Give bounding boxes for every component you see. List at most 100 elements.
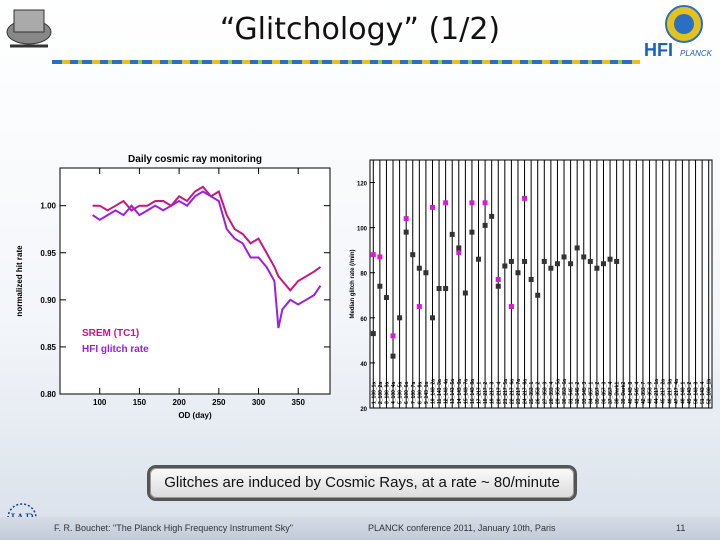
slide-title: “Glitchology” (1/2)	[219, 12, 501, 47]
category-label: 50_143_3	[694, 382, 700, 404]
category-label: 46_217_3a	[667, 379, 673, 404]
category-label: 12_143_4a	[444, 379, 450, 404]
x-tick-label: 300	[252, 398, 266, 407]
category-label: 30_353_6a	[562, 379, 568, 404]
data-point-2	[495, 283, 501, 289]
footer-conference: PLANCK conference 2011, January 10th, Pa…	[368, 523, 556, 533]
footer-author: F. R. Bouchet: "The Planck High Frequenc…	[54, 523, 293, 533]
y-tick-label: 0.80	[40, 390, 56, 399]
data-point-2	[482, 222, 488, 228]
data-point-2	[568, 261, 574, 267]
series-line-2	[92, 190, 322, 329]
y-tick-label: 40	[360, 362, 367, 368]
category-label: 16_143_8a	[470, 379, 476, 404]
data-point-1	[370, 252, 376, 258]
x-tick-label: 200	[172, 398, 186, 407]
data-point-1	[456, 249, 462, 255]
y-tick-label: 100	[357, 227, 368, 233]
category-label: 39_Dark2	[621, 382, 627, 404]
x-tick-label: 350	[292, 398, 306, 407]
data-point-2	[541, 258, 547, 264]
y-tick-label: 60	[360, 317, 367, 323]
data-point-2	[397, 315, 403, 321]
category-label: 36_857_3	[601, 382, 607, 404]
category-label: 33_545_3	[582, 382, 588, 404]
page-number: 11	[676, 523, 686, 533]
category-label: 8_100_8a	[417, 382, 423, 404]
category-label: 45_217_2a	[661, 379, 667, 404]
category-label: 51_143_4	[700, 382, 706, 404]
data-point-2	[522, 258, 528, 264]
data-point-2	[581, 254, 587, 260]
data-point-2	[594, 265, 600, 271]
y-axis-label: normalized hit rate	[15, 245, 24, 317]
category-label: 49_143_2	[687, 382, 693, 404]
data-point-2	[607, 256, 613, 262]
category-label: 19_217_3	[490, 382, 496, 404]
category-label: 18_217_2	[483, 382, 489, 404]
category-label: 23_217_7a	[516, 379, 522, 404]
category-label: 34_857_1	[588, 382, 594, 404]
data-point-2	[449, 231, 455, 237]
category-label: 52_100_1b	[707, 379, 713, 404]
category-label: 31_545_1	[569, 382, 575, 404]
category-label: 29_353_5a	[555, 379, 561, 404]
category-label: 27_353_3	[542, 382, 548, 404]
data-point-2	[600, 261, 606, 267]
category-label: 37_857_4	[608, 382, 614, 404]
category-label: 6_100_6a	[404, 382, 410, 404]
y-tick-label: 0.90	[40, 296, 56, 305]
category-label: 1_100_1a	[371, 382, 377, 404]
data-point-2	[469, 229, 475, 235]
data-point-2	[423, 270, 429, 276]
category-label: 9_143_1a	[424, 382, 430, 404]
data-point-1	[469, 200, 475, 206]
data-point-2	[561, 254, 567, 260]
category-label: 43_353_8	[648, 382, 654, 404]
legend-entry-1: SREM (TC1)	[82, 328, 139, 339]
logo-text: HFI	[644, 40, 673, 60]
category-label: 41_545_4	[634, 382, 640, 404]
category-label: 44_217_1a	[654, 379, 660, 404]
data-point-2	[587, 258, 593, 264]
data-point-1	[416, 304, 422, 310]
y-tick-label: 80	[360, 272, 367, 278]
category-label: 38_Dark1	[615, 382, 621, 404]
data-point-2	[370, 331, 376, 337]
data-point-2	[416, 265, 422, 271]
data-point-2	[515, 270, 521, 276]
category-label: 32_545_2	[575, 382, 581, 404]
category-label: 28_353_4	[549, 382, 555, 404]
data-point-1	[482, 200, 488, 206]
category-label: 7_100_7a	[411, 382, 417, 404]
y-tick-label: 20	[360, 407, 367, 413]
data-point-2	[436, 286, 442, 292]
data-point-2	[390, 353, 396, 359]
y-axis-label: Median glitch rate (/min)	[350, 249, 356, 318]
category-label: 22_217_6a	[509, 379, 515, 404]
category-label: 42_353_7	[641, 382, 647, 404]
data-point-2	[508, 258, 514, 264]
legend-entry-2: HFI glitch rate	[82, 344, 149, 355]
hfi-planck-logo: HFI PLANCK	[644, 5, 713, 60]
data-point-2	[462, 290, 468, 296]
data-point-2	[574, 245, 580, 251]
data-point-1	[377, 254, 383, 260]
data-point-1	[495, 276, 501, 282]
category-label: 35_857_2	[595, 382, 601, 404]
data-point-1	[390, 333, 396, 339]
data-point-2	[377, 283, 383, 289]
plot-area	[59, 167, 331, 395]
data-point-2	[443, 286, 449, 292]
category-label: 3_100_3a	[384, 382, 390, 404]
data-point-1	[443, 200, 449, 206]
data-point-1	[429, 204, 435, 210]
data-point-1	[508, 304, 514, 310]
title-divider	[52, 60, 640, 64]
category-label: 4_100_4a	[391, 382, 397, 404]
category-label: 14_143_6a	[457, 379, 463, 404]
y-tick-label: 120	[357, 182, 368, 188]
data-point-2	[489, 213, 495, 219]
x-axis-label: OD (day)	[178, 411, 212, 420]
